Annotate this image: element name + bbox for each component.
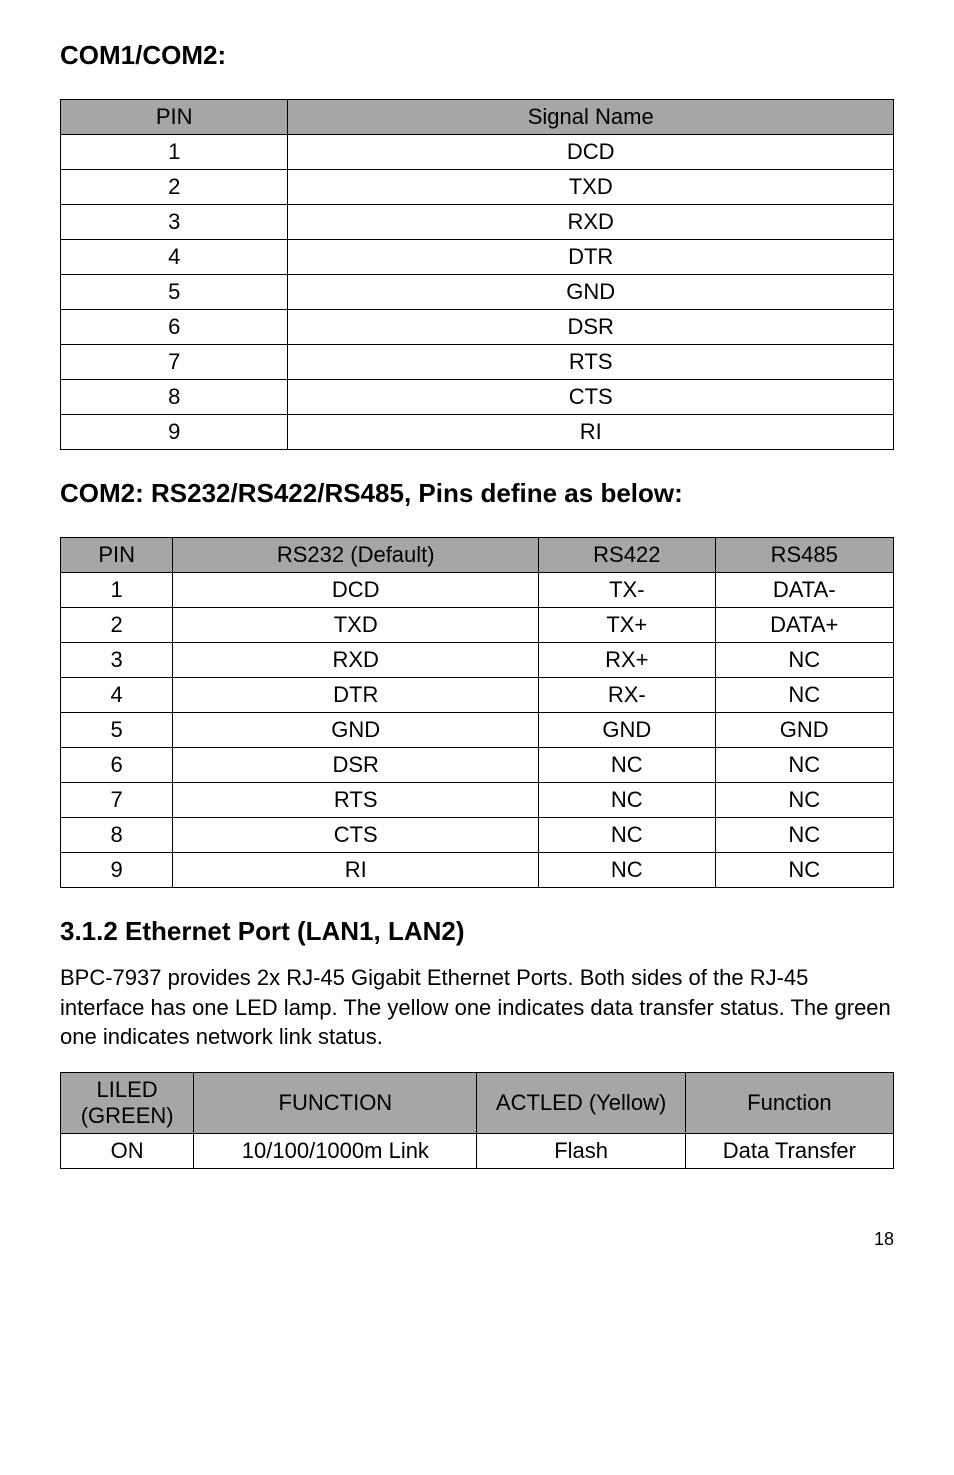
table-row: 3RXDRX+NC	[61, 643, 894, 678]
table-cell: DATA-	[715, 573, 894, 608]
table-cell: RXD	[173, 643, 539, 678]
table-cell: 6	[61, 748, 173, 783]
table-cell: ON	[61, 1134, 194, 1169]
table-row: 1DCDTX-DATA-	[61, 573, 894, 608]
table2-header-2: RS422	[539, 538, 715, 573]
table-row: 5GNDGNDGND	[61, 713, 894, 748]
table-cell: DTR	[288, 240, 894, 275]
table1-header-1: Signal Name	[288, 100, 894, 135]
table3-header-2: ACTLED (Yellow)	[477, 1073, 685, 1134]
table-cell: GND	[288, 275, 894, 310]
table-cell: DCD	[288, 135, 894, 170]
table2-header-0: PIN	[61, 538, 173, 573]
table-com1-com2: PIN Signal Name 1DCD2TXD3RXD4DTR5GND6DSR…	[60, 99, 894, 450]
table-row: 2TXDTX+DATA+	[61, 608, 894, 643]
table-cell: GND	[539, 713, 715, 748]
table-cell: TXD	[173, 608, 539, 643]
table-row: 9RINCNC	[61, 853, 894, 888]
table3-header-0: LILED (GREEN)	[61, 1073, 194, 1134]
table-cell: 1	[61, 135, 288, 170]
table-cell: DSR	[288, 310, 894, 345]
table-cell: 3	[61, 643, 173, 678]
table-row: 2TXD	[61, 170, 894, 205]
table-com2-pins: PIN RS232 (Default) RS422 RS485 1DCDTX-D…	[60, 537, 894, 888]
table-cell: NC	[539, 818, 715, 853]
table2-header-3: RS485	[715, 538, 894, 573]
table1-body: 1DCD2TXD3RXD4DTR5GND6DSR7RTS8CTS9RI	[61, 135, 894, 450]
table-cell: 3	[61, 205, 288, 240]
table-cell: DSR	[173, 748, 539, 783]
table-row: 4DTR	[61, 240, 894, 275]
table-cell: 8	[61, 818, 173, 853]
table-cell: 5	[61, 713, 173, 748]
table-cell: 6	[61, 310, 288, 345]
table-cell: RI	[288, 415, 894, 450]
table-cell: 9	[61, 415, 288, 450]
paragraph-ethernet: BPC-7937 provides 2x RJ-45 Gigabit Ether…	[60, 963, 894, 1052]
table-cell: DCD	[173, 573, 539, 608]
page-number: 18	[60, 1229, 894, 1250]
table-cell: TX-	[539, 573, 715, 608]
table-cell: GND	[715, 713, 894, 748]
table-row: 8CTS	[61, 380, 894, 415]
table-cell: DTR	[173, 678, 539, 713]
table-row: 6DSRNCNC	[61, 748, 894, 783]
table-cell: Data Transfer	[685, 1134, 893, 1169]
table-cell: 10/100/1000m Link	[194, 1134, 477, 1169]
table-row: 7RTSNCNC	[61, 783, 894, 818]
table-cell: RTS	[288, 345, 894, 380]
table-cell: 2	[61, 170, 288, 205]
table-cell: TXD	[288, 170, 894, 205]
table-row: 1DCD	[61, 135, 894, 170]
table-cell: RI	[173, 853, 539, 888]
table-row: 4DTRRX-NC	[61, 678, 894, 713]
table3-body: ON10/100/1000m LinkFlashData Transfer	[61, 1134, 894, 1169]
table-cell: RX-	[539, 678, 715, 713]
heading-com2-pins: COM2: RS232/RS422/RS485, Pins define as …	[60, 478, 894, 509]
table-cell: NC	[715, 748, 894, 783]
table-cell: 4	[61, 240, 288, 275]
heading-com1-com2: COM1/COM2:	[60, 40, 894, 71]
table3-header-3: Function	[685, 1073, 893, 1134]
table-cell: GND	[173, 713, 539, 748]
table2-body: 1DCDTX-DATA-2TXDTX+DATA+3RXDRX+NC4DTRRX-…	[61, 573, 894, 888]
table-cell: NC	[539, 853, 715, 888]
heading-ethernet: 3.1.2 Ethernet Port (LAN1, LAN2)	[60, 916, 894, 947]
table-cell: NC	[715, 783, 894, 818]
table2-header-1: RS232 (Default)	[173, 538, 539, 573]
table-cell: RX+	[539, 643, 715, 678]
table-row: 3RXD	[61, 205, 894, 240]
table-cell: NC	[715, 643, 894, 678]
table-cell: CTS	[288, 380, 894, 415]
table-cell: 4	[61, 678, 173, 713]
table-cell: NC	[715, 818, 894, 853]
table-cell: RTS	[173, 783, 539, 818]
table-cell: NC	[715, 678, 894, 713]
table-row: 8CTSNCNC	[61, 818, 894, 853]
table-cell: NC	[715, 853, 894, 888]
table-cell: 8	[61, 380, 288, 415]
table-cell: Flash	[477, 1134, 685, 1169]
table-cell: 2	[61, 608, 173, 643]
table-cell: DATA+	[715, 608, 894, 643]
table-row: 6DSR	[61, 310, 894, 345]
table-cell: 5	[61, 275, 288, 310]
table-row: 5GND	[61, 275, 894, 310]
table-cell: 7	[61, 345, 288, 380]
table-cell: RXD	[288, 205, 894, 240]
table-row: 7RTS	[61, 345, 894, 380]
table3-header-1: FUNCTION	[194, 1073, 477, 1134]
table-cell: 9	[61, 853, 173, 888]
table-cell: NC	[539, 748, 715, 783]
table-cell: TX+	[539, 608, 715, 643]
table-cell: 7	[61, 783, 173, 818]
table-cell: NC	[539, 783, 715, 818]
table-lan: LILED (GREEN) FUNCTION ACTLED (Yellow) F…	[60, 1072, 894, 1169]
table-row: ON10/100/1000m LinkFlashData Transfer	[61, 1134, 894, 1169]
table-cell: CTS	[173, 818, 539, 853]
table-row: 9RI	[61, 415, 894, 450]
table1-header-0: PIN	[61, 100, 288, 135]
table-cell: 1	[61, 573, 173, 608]
